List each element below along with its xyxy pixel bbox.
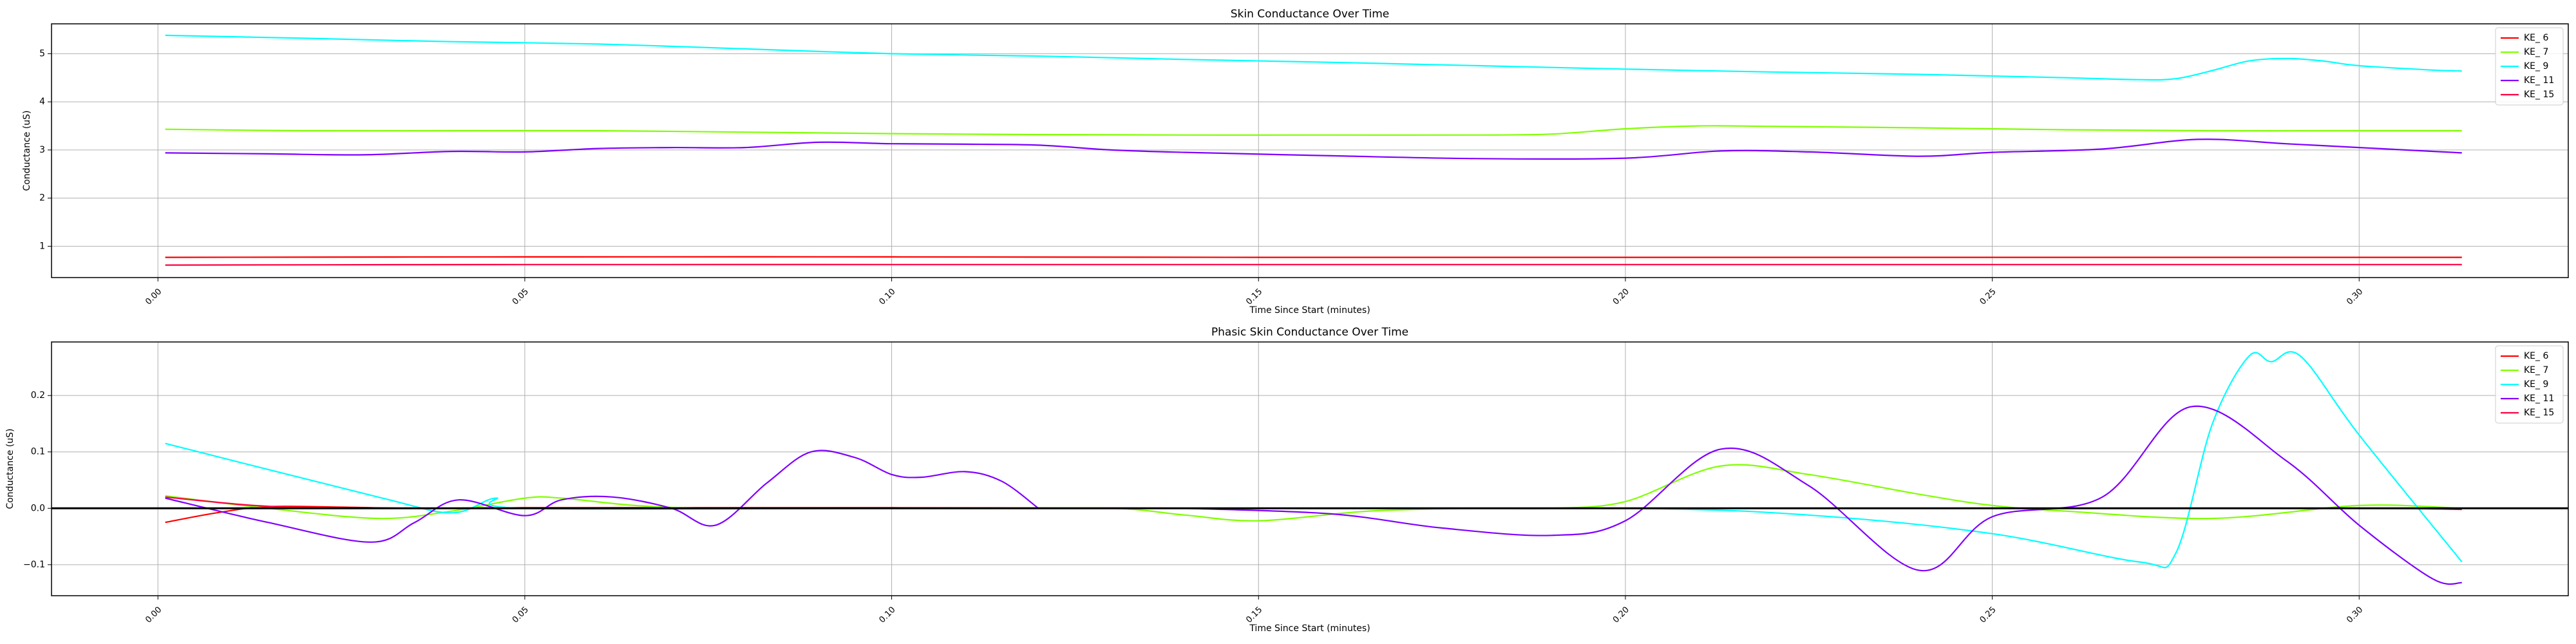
y-tick-label: 2 xyxy=(39,193,45,204)
legend: KE_ 6 KE_ 7 KE_ 9 KE_ 11 KE_ 15 xyxy=(2495,345,2564,424)
x-tick-label: 0.25 xyxy=(1978,287,1998,307)
y-axis-ticks: −0.1 0.0 0.1 0.2 xyxy=(23,390,52,570)
legend-label: KE_ 7 xyxy=(2524,47,2548,57)
x-tick-label: 0.15 xyxy=(1244,605,1264,625)
legend-label: KE_ 15 xyxy=(2524,408,2554,418)
plot-frame xyxy=(51,341,2569,596)
y-tick-label: 3 xyxy=(39,145,45,155)
legend-label: KE_ 7 xyxy=(2524,365,2548,375)
y-tick-label: 4 xyxy=(39,97,45,107)
x-tick-label: 0.10 xyxy=(878,287,898,307)
legend-label: KE_ 11 xyxy=(2524,75,2554,86)
x-axis-label: Time Since Start (minutes) xyxy=(1249,305,1370,316)
series-line-ke-9 xyxy=(165,34,2462,81)
x-tick-label: 0.20 xyxy=(1611,605,1631,625)
y-axis-ticks: 1 2 3 4 5 xyxy=(39,48,52,251)
phasic-skin-conductance-chart: 0.00 0.05 0.10 0.15 0.20 0.25 0.30 −0.1 0.0 0.1 0… xyxy=(5,326,2569,634)
y-tick-label: 0.0 xyxy=(31,503,45,513)
x-tick-label: 0.00 xyxy=(144,605,164,625)
legend-box xyxy=(2495,27,2564,106)
x-tick-label: 0.30 xyxy=(2345,287,2365,307)
y-tick-label: −0.1 xyxy=(23,560,45,570)
series-line-ke-6 xyxy=(165,256,2462,258)
grid-lines xyxy=(52,24,2568,278)
legend-box xyxy=(2495,345,2564,424)
grid-lines xyxy=(52,342,2568,596)
skin-conductance-chart: 0.00 0.05 0.10 0.15 0.20 0.25 0.30 1 2 3 4 5 Skin … xyxy=(22,8,2569,316)
x-axis-label: Time Since Start (minutes) xyxy=(1249,623,1370,634)
series-line-ke-7 xyxy=(165,125,2462,136)
x-tick-label: 0.30 xyxy=(2345,605,2365,625)
series-line-ke-11 xyxy=(165,138,2462,160)
x-tick-label: 0.05 xyxy=(511,605,531,625)
series-lines xyxy=(165,351,2463,585)
plot-frame xyxy=(51,23,2569,278)
series-lines xyxy=(165,34,2462,266)
legend-label: KE_ 9 xyxy=(2524,61,2548,71)
x-axis-ticks: 0.00 0.05 0.10 0.15 0.20 0.25 0.30 xyxy=(144,596,2365,625)
legend-label: KE_ 15 xyxy=(2524,90,2554,100)
x-tick-label: 0.00 xyxy=(144,287,164,307)
y-tick-label: 1 xyxy=(39,241,45,251)
y-axis-label: Conductance (uS) xyxy=(22,110,32,191)
x-axis-ticks: 0.00 0.05 0.10 0.15 0.20 0.25 0.30 xyxy=(144,278,2365,307)
legend-label: KE_ 6 xyxy=(2524,33,2548,43)
legend-label: KE_ 6 xyxy=(2524,351,2548,361)
x-tick-label: 0.10 xyxy=(878,605,898,625)
series-line-ke-9 xyxy=(165,351,2463,569)
legend: KE_ 6 KE_ 7 KE_ 9 KE_ 11 KE_ 15 xyxy=(2495,27,2564,106)
y-tick-label: 0.2 xyxy=(31,390,45,401)
series-line-ke-11 xyxy=(165,405,2462,585)
x-tick-label: 0.15 xyxy=(1244,287,1264,307)
y-tick-label: 5 xyxy=(39,48,45,59)
y-tick-label: 0.1 xyxy=(31,447,45,457)
y-axis-label: Conductance (uS) xyxy=(5,428,15,509)
x-tick-label: 0.20 xyxy=(1611,287,1631,307)
chart-title: Phasic Skin Conductance Over Time xyxy=(1211,326,1408,339)
legend-label: KE_ 9 xyxy=(2524,379,2548,390)
x-tick-label: 0.05 xyxy=(511,287,531,307)
legend-label: KE_ 11 xyxy=(2524,393,2554,404)
x-tick-label: 0.25 xyxy=(1978,605,1998,625)
chart-title: Skin Conductance Over Time xyxy=(1231,8,1389,21)
